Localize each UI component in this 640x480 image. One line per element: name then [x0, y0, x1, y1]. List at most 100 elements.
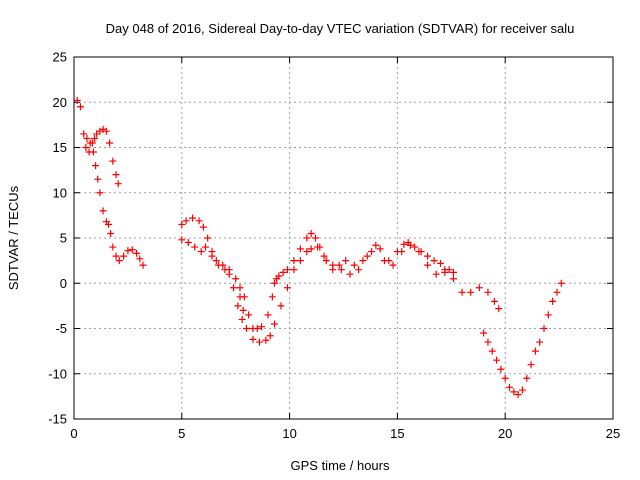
data-point [458, 288, 466, 296]
data-point [518, 386, 526, 394]
data-point [195, 217, 203, 225]
data-point [424, 261, 432, 269]
data-point [449, 275, 457, 283]
data-point [99, 207, 107, 215]
data-point [76, 103, 84, 111]
data-point [202, 243, 210, 251]
x-tick-label: 15 [390, 426, 404, 441]
data-point [385, 257, 393, 265]
data-point [540, 325, 548, 332]
data-points [73, 96, 565, 399]
y-axis-label: SDTVAR / TECUs [6, 185, 21, 290]
data-point [112, 252, 120, 260]
x-tick-label: 20 [498, 426, 512, 441]
data-point [484, 288, 492, 296]
y-tick-label: 20 [53, 95, 67, 110]
data-point [355, 266, 363, 274]
data-point [225, 270, 233, 278]
series-arc-2 [83, 134, 147, 269]
data-point [329, 266, 337, 274]
data-point [242, 325, 250, 332]
data-point [307, 229, 315, 237]
data-point [417, 248, 425, 256]
data-point [258, 323, 266, 331]
data-point [208, 252, 216, 260]
data-point [346, 270, 354, 278]
data-point [94, 175, 102, 183]
data-point [266, 332, 274, 340]
data-point [283, 284, 291, 292]
data-point [363, 252, 371, 260]
data-point [350, 261, 358, 269]
data-point [178, 220, 186, 228]
x-tick-label: 10 [282, 426, 296, 441]
y-tick-label: -15 [48, 412, 67, 427]
data-point [484, 338, 492, 346]
data-point [490, 297, 498, 305]
data-point [115, 257, 123, 265]
data-point [368, 248, 376, 256]
axis-ticks: 0 5 10 15 20 25 -15 -10 -5 0 5 10 15 20 25 [48, 50, 620, 442]
data-point [389, 261, 397, 269]
data-point [124, 247, 132, 255]
data-point [290, 257, 298, 265]
x-tick-label: 0 [70, 426, 77, 441]
data-point [238, 315, 246, 323]
data-point [197, 248, 205, 256]
data-point [214, 261, 222, 269]
data-point [264, 311, 272, 319]
data-point [112, 171, 120, 179]
data-point [199, 223, 207, 231]
data-point [189, 214, 197, 222]
data-point [133, 249, 141, 257]
data-point [549, 297, 557, 305]
data-point [523, 374, 531, 382]
data-point [104, 220, 112, 228]
data-point [432, 270, 440, 278]
data-point [467, 288, 475, 296]
data-point [400, 240, 408, 248]
data-point [184, 239, 192, 247]
y-tick-label: 0 [60, 276, 67, 291]
data-point [316, 243, 324, 251]
data-point [557, 279, 565, 287]
data-point [424, 252, 432, 260]
data-point [245, 311, 253, 319]
series-arc-1 [73, 96, 122, 188]
data-point [311, 234, 319, 242]
data-point [342, 257, 350, 265]
y-tick-label: 5 [60, 231, 67, 246]
data-point [514, 391, 522, 399]
data-point [404, 239, 412, 247]
data-point [279, 268, 287, 276]
y-tick-label: 10 [53, 185, 67, 200]
y-tick-label: 15 [53, 140, 67, 155]
data-point [445, 266, 453, 274]
data-point [234, 302, 242, 310]
data-point [89, 148, 97, 156]
data-point [221, 266, 229, 274]
data-point [96, 189, 104, 197]
data-point [249, 335, 257, 343]
y-tick-label: -5 [55, 321, 67, 336]
data-point [449, 268, 457, 276]
data-point [240, 293, 248, 301]
data-point [191, 243, 199, 251]
data-point [488, 347, 496, 355]
data-point [322, 257, 330, 265]
data-point [268, 293, 276, 301]
data-point [178, 236, 186, 244]
data-point [86, 139, 94, 147]
data-point [495, 305, 503, 313]
data-point [277, 302, 285, 310]
data-point [501, 374, 509, 382]
data-point [253, 325, 261, 332]
data-point [303, 248, 311, 256]
data-point [271, 279, 279, 287]
data-point [510, 388, 518, 396]
data-point [262, 336, 270, 344]
data-point [335, 261, 343, 269]
x-tick-label: 25 [606, 426, 620, 441]
data-point [83, 134, 91, 142]
data-point [290, 266, 298, 274]
